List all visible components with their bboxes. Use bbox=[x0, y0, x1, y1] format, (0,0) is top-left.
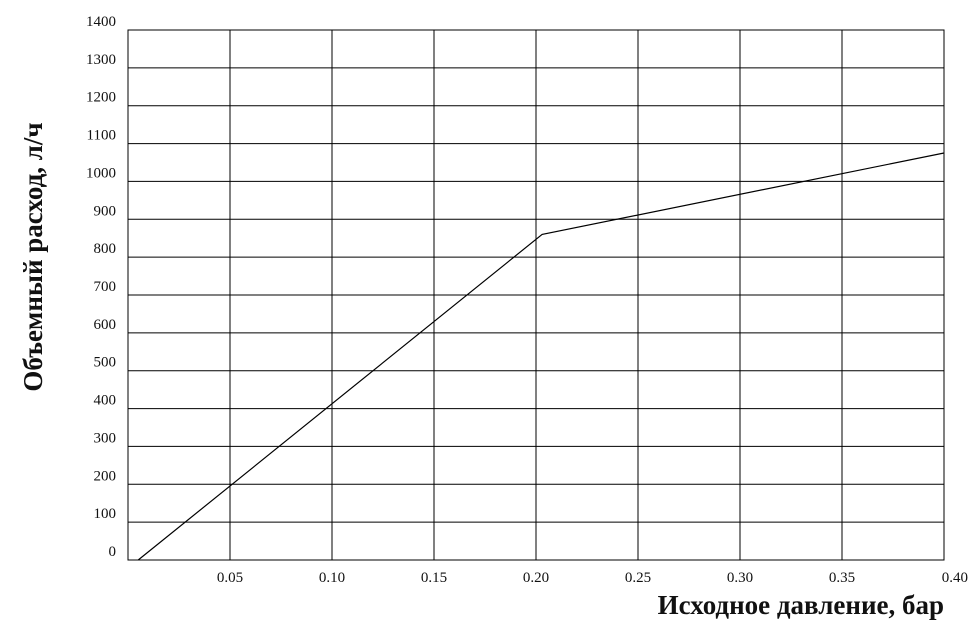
y-tick-label: 1400 bbox=[86, 14, 116, 30]
x-tick-label: 0.20 bbox=[523, 570, 549, 586]
x-tick-label: 0.35 bbox=[829, 570, 855, 586]
y-tick-label: 200 bbox=[94, 468, 117, 484]
y-tick-label: 1300 bbox=[86, 52, 116, 68]
x-tick-label: 0.15 bbox=[421, 570, 447, 586]
y-tick-label: 400 bbox=[94, 393, 117, 409]
series-line bbox=[137, 152, 945, 561]
plot-border bbox=[127, 29, 945, 561]
x-tick-label: 0.25 bbox=[625, 570, 651, 586]
y-tick-label: 0 bbox=[109, 544, 117, 560]
y-tick-label: 800 bbox=[94, 241, 117, 257]
y-tick-label: 500 bbox=[94, 355, 117, 371]
plot-frame bbox=[127, 29, 945, 561]
x-tick-label: 0.30 bbox=[727, 570, 753, 586]
y-tick-label: 300 bbox=[94, 430, 117, 446]
y-tick-label: 700 bbox=[94, 279, 117, 295]
y-tick-label: 900 bbox=[94, 203, 117, 219]
y-axis-ticks: 0 100 200 300 400 500 600 700 800 900 1000 1100 1200… bbox=[86, 14, 116, 560]
x-axis-title: Исходное давление, бар bbox=[658, 590, 944, 620]
x-axis-ticks: 0.05 0.10 0.15 0.20 0.25 0.30 0.35 0.40 bbox=[217, 570, 968, 586]
y-tick-label: 1100 bbox=[87, 128, 116, 144]
y-axis-title: Объемный расход, л/ч bbox=[18, 122, 48, 391]
y-tick-label: 600 bbox=[94, 317, 117, 333]
y-tick-label: 1200 bbox=[86, 90, 116, 106]
grid bbox=[128, 29, 945, 561]
x-tick-label: 0.05 bbox=[217, 570, 243, 586]
series bbox=[137, 152, 945, 561]
x-tick-label: 0.10 bbox=[319, 570, 345, 586]
y-tick-label: 1000 bbox=[86, 165, 116, 181]
x-tick-label: 0.40 bbox=[942, 570, 968, 586]
y-tick-label: 100 bbox=[94, 506, 117, 522]
